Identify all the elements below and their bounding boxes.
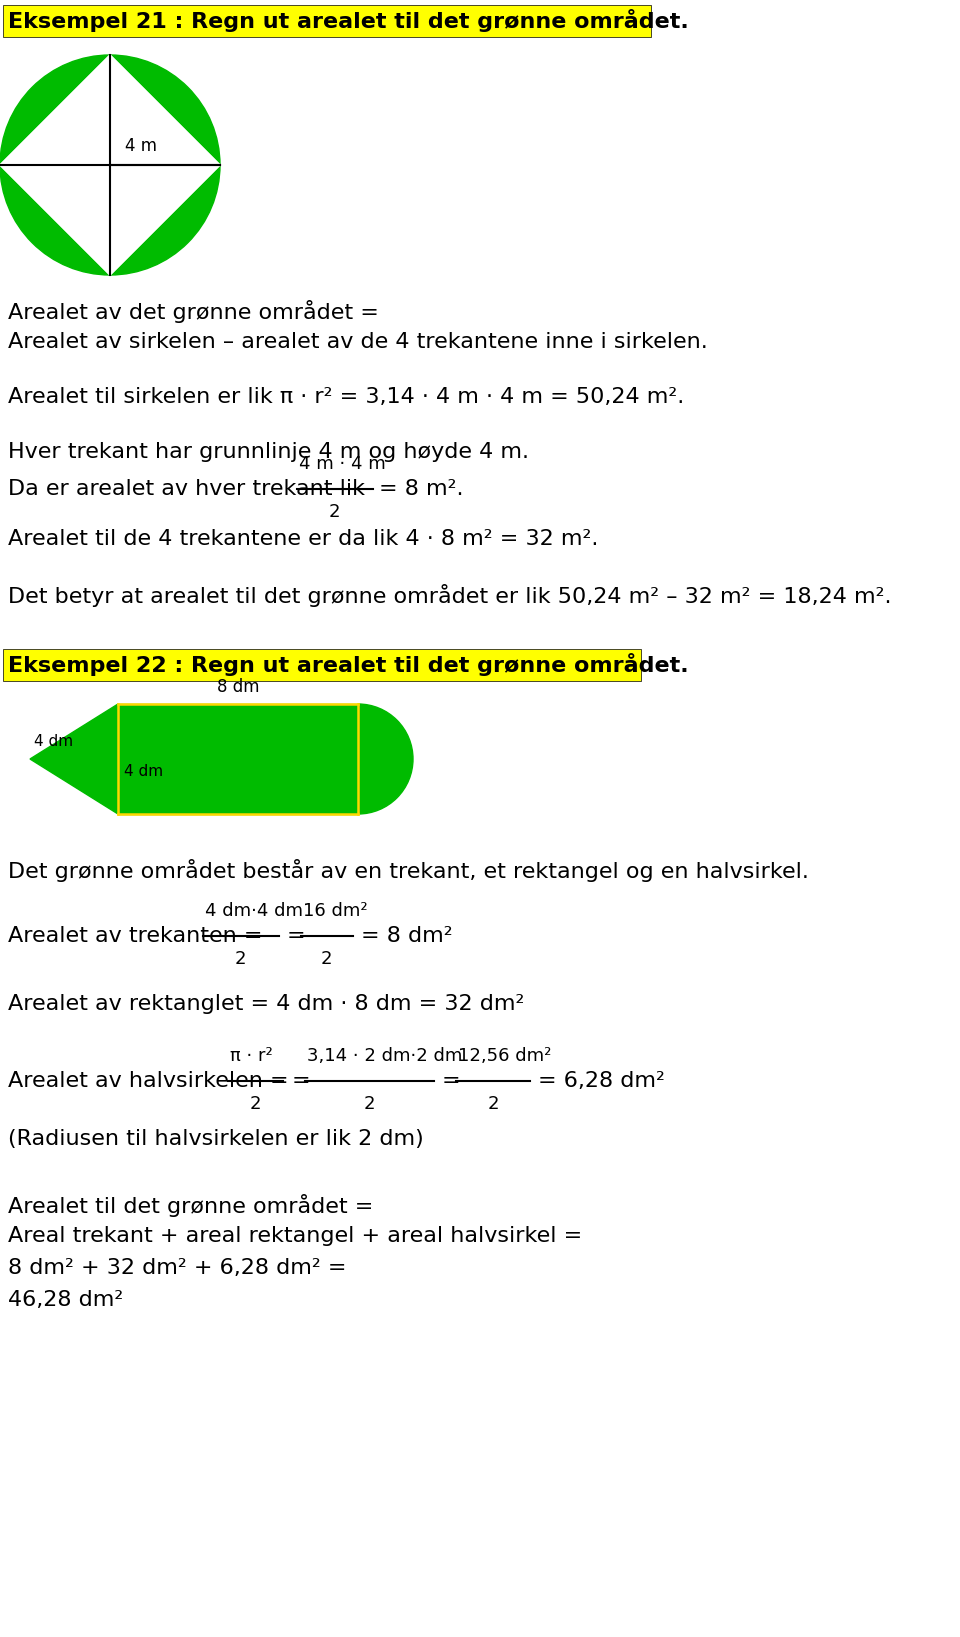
Text: 2: 2: [329, 503, 341, 521]
Text: 4 dm·4 dm: 4 dm·4 dm: [204, 902, 302, 920]
Text: =: =: [291, 1071, 310, 1090]
Polygon shape: [0, 56, 220, 165]
Polygon shape: [0, 56, 110, 275]
Bar: [3, 5, 651, 38]
Polygon shape: [110, 56, 220, 275]
Text: 4 dm: 4 dm: [34, 733, 73, 750]
Text: 4 dm: 4 dm: [124, 764, 163, 779]
Text: 8 dm: 8 dm: [217, 678, 259, 696]
Text: =: =: [287, 927, 305, 946]
Text: Arealet til det grønne området =: Arealet til det grønne området =: [8, 1193, 373, 1216]
Text: Eksempel 22 : Regn ut arealet til det grønne området.: Eksempel 22 : Regn ut arealet til det gr…: [8, 653, 688, 676]
Text: Arealet til de 4 trekantene er da lik 4 · 8 m² = 32 m².: Arealet til de 4 trekantene er da lik 4 …: [8, 529, 598, 548]
Text: π · r²: π · r²: [230, 1048, 273, 1066]
Text: Arealet til sirkelen er lik π · r² = 3,14 · 4 m · 4 m = 50,24 m².: Arealet til sirkelen er lik π · r² = 3,1…: [8, 386, 684, 408]
Text: 46,28 dm²: 46,28 dm²: [8, 1290, 123, 1310]
Text: Arealet av det grønne området =: Arealet av det grønne området =: [8, 300, 379, 322]
Text: 12,56 dm²: 12,56 dm²: [458, 1048, 551, 1066]
Text: 8 dm² + 32 dm² + 6,28 dm² =: 8 dm² + 32 dm² + 6,28 dm² =: [8, 1257, 347, 1278]
Text: 3,14 · 2 dm·2 dm: 3,14 · 2 dm·2 dm: [307, 1048, 463, 1066]
Text: 2: 2: [364, 1095, 375, 1113]
Text: 2: 2: [488, 1095, 499, 1113]
Polygon shape: [0, 165, 220, 275]
Text: 4 m · 4 m: 4 m · 4 m: [299, 455, 386, 473]
Text: 2: 2: [235, 949, 247, 967]
Text: = 8 m².: = 8 m².: [378, 480, 464, 499]
Text: (Radiusen til halvsirkelen er lik 2 dm): (Radiusen til halvsirkelen er lik 2 dm): [8, 1130, 423, 1149]
Text: 2: 2: [250, 1095, 261, 1113]
Bar: [3, 648, 641, 681]
Polygon shape: [30, 704, 118, 814]
Bar: [118, 704, 358, 814]
Text: = 6,28 dm²: = 6,28 dm²: [539, 1071, 665, 1090]
Text: Eksempel 21 : Regn ut arealet til det grønne området.: Eksempel 21 : Regn ut arealet til det gr…: [8, 10, 688, 33]
Text: = 8 dm²: = 8 dm²: [361, 927, 452, 946]
Text: Arealet av sirkelen – arealet av de 4 trekantene inne i sirkelen.: Arealet av sirkelen – arealet av de 4 tr…: [8, 332, 708, 352]
Text: Arealet av rektanglet = 4 dm · 8 dm = 32 dm²: Arealet av rektanglet = 4 dm · 8 dm = 32…: [8, 994, 524, 1013]
Text: Da er arealet av hver trekant lik: Da er arealet av hver trekant lik: [8, 480, 372, 499]
Text: 2: 2: [321, 949, 332, 967]
Text: Det grønne området består av en trekant, et rektangel og en halvsirkel.: Det grønne området består av en trekant,…: [8, 859, 809, 882]
Text: Det betyr at arealet til det grønne området er lik 50,24 m² – 32 m² = 18,24 m².: Det betyr at arealet til det grønne områ…: [8, 584, 892, 607]
Text: =: =: [443, 1071, 461, 1090]
Text: Areal trekant + areal rektangel + areal halvsirkel =: Areal trekant + areal rektangel + areal …: [8, 1226, 583, 1246]
Circle shape: [0, 56, 220, 275]
Text: Hver trekant har grunnlinje 4 m og høyde 4 m.: Hver trekant har grunnlinje 4 m og høyde…: [8, 442, 529, 462]
Wedge shape: [358, 704, 413, 814]
Text: Arealet av trekanten =: Arealet av trekanten =: [8, 927, 270, 946]
Text: 4 m: 4 m: [125, 138, 157, 156]
Text: 16 dm²: 16 dm²: [302, 902, 368, 920]
Text: Arealet av halvsirkelen =: Arealet av halvsirkelen =: [8, 1071, 296, 1090]
